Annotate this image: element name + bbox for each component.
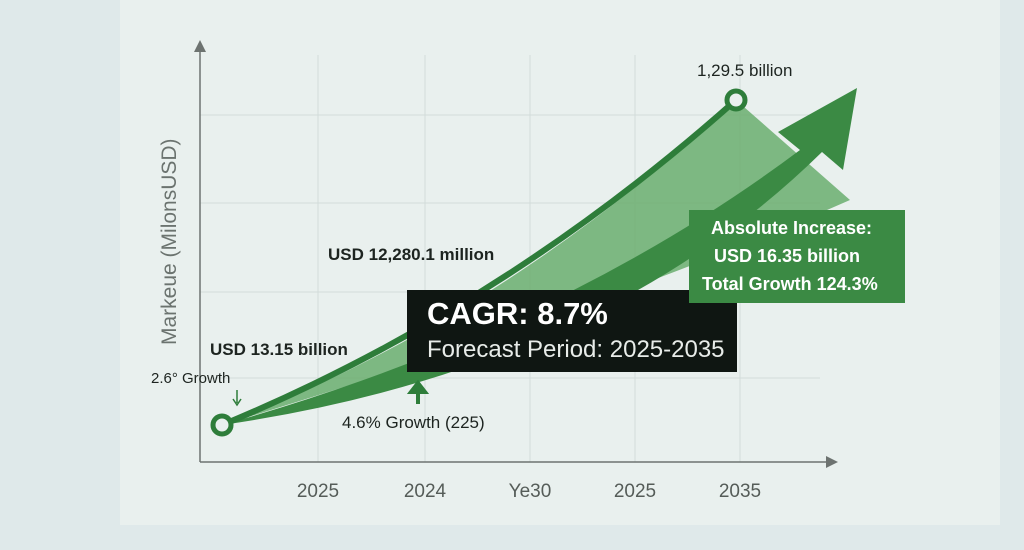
cagr-box: CAGR: 8.7% Forecast Period: 2025-2035 <box>407 290 737 372</box>
growth-area <box>222 100 850 425</box>
mid-value-label: USD 12,280.1 million <box>328 245 495 264</box>
down-arrow-icon <box>232 390 242 407</box>
cagr-value: CAGR: 8.7% <box>427 296 608 331</box>
x-axis-arrow <box>826 456 838 468</box>
absolute-value: USD 16.35 billion <box>714 246 861 266</box>
y-axis-arrow <box>194 40 206 52</box>
series-line <box>220 97 738 428</box>
up-arrow-icon <box>406 379 430 404</box>
data-point-end <box>724 88 748 112</box>
y-axis-label: Markeue (MilonsUSD) <box>158 138 181 345</box>
absolute-increase-box: Absolute Increase: USD 16.35 billion Tot… <box>689 210 905 303</box>
x-tick-label: 2025 <box>613 481 657 502</box>
absolute-title: Absolute Increase: <box>711 218 873 238</box>
end-value-label: 1,29.5 billion <box>697 61 793 80</box>
mid-growth-label: 4.6% Growth (225) <box>342 413 485 432</box>
total-growth: Total Growth 124.3% <box>702 274 878 294</box>
x-tick-label: Ye30 <box>508 481 552 502</box>
data-point-start <box>210 413 234 437</box>
start-value-label: USD 13.15 billion <box>210 340 348 359</box>
start-growth-label: 2.6° Growth <box>151 370 231 387</box>
x-tick-label: 2025 <box>296 481 340 502</box>
x-tick-label: 2035 <box>718 481 762 502</box>
x-tick-label: 2024 <box>403 481 447 502</box>
forecast-period: Forecast Period: 2025-2035 <box>427 336 725 363</box>
